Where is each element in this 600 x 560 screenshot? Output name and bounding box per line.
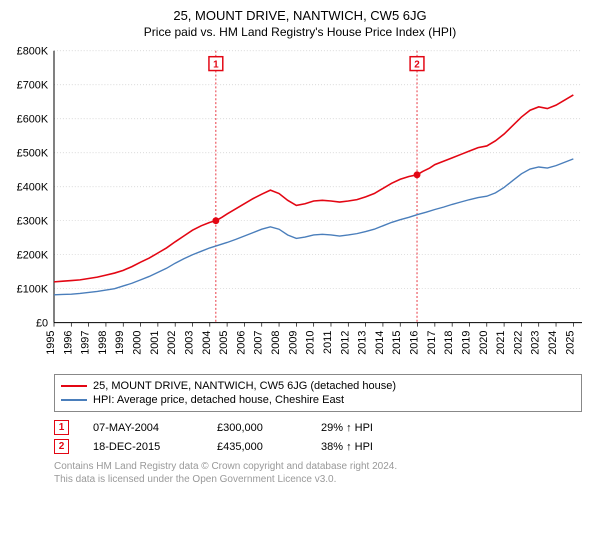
transaction-date: 07-MAY-2004 [93, 422, 193, 434]
xtick-label: 2018 [443, 331, 455, 355]
chart-subtitle: Price paid vs. HM Land Registry's House … [8, 25, 592, 39]
xtick-label: 2003 [183, 331, 195, 355]
xtick-label: 2016 [409, 331, 421, 355]
ytick-label: £700K [17, 80, 49, 92]
chart-title: 25, MOUNT DRIVE, NANTWICH, CW5 6JG [8, 8, 592, 23]
xtick-label: 1997 [80, 331, 92, 355]
xtick-label: 2002 [166, 331, 178, 355]
xtick-label: 2001 [149, 331, 161, 355]
xtick-label: 2015 [391, 331, 403, 355]
footer-line: Contains HM Land Registry data © Crown c… [54, 460, 582, 473]
xtick-label: 2013 [357, 331, 369, 355]
legend-swatch [61, 399, 87, 401]
ytick-label: £300K [17, 216, 49, 228]
xtick-label: 2014 [374, 331, 386, 355]
xtick-label: 2023 [530, 331, 542, 355]
xtick-label: 2017 [426, 331, 438, 355]
transaction-price: £300,000 [217, 422, 297, 434]
xtick-label: 2024 [547, 331, 559, 355]
transaction-marker-number: 2 [414, 60, 420, 71]
chart-area: £0£100K£200K£300K£400K£500K£600K£700K£80… [54, 49, 582, 364]
ytick-label: £0 [36, 318, 48, 330]
ytick-label: £200K [17, 250, 49, 262]
xtick-label: 2007 [253, 331, 265, 355]
xtick-label: 2025 [564, 331, 576, 355]
xtick-label: 2010 [305, 331, 317, 355]
series-property [54, 95, 573, 282]
legend-row: HPI: Average price, detached house, Ches… [61, 393, 575, 407]
xtick-label: 2008 [270, 331, 282, 355]
transaction-marker-number: 1 [213, 60, 219, 71]
xtick-label: 1996 [62, 331, 74, 355]
xtick-label: 1998 [97, 331, 109, 355]
transaction-date: 18-DEC-2015 [93, 441, 193, 453]
ytick-label: £800K [17, 46, 49, 58]
legend-label: HPI: Average price, detached house, Ches… [93, 394, 344, 406]
xtick-label: 1995 [45, 331, 57, 355]
xtick-label: 2020 [478, 331, 490, 355]
footer-line: This data is licensed under the Open Gov… [54, 473, 582, 486]
ytick-label: £600K [17, 114, 49, 126]
transaction-hpi: 38% ↑ HPI [321, 441, 411, 453]
legend-swatch [61, 385, 87, 387]
xtick-label: 1999 [114, 331, 126, 355]
xtick-label: 2009 [287, 331, 299, 355]
transaction-dot [414, 171, 421, 178]
transaction-row: 1 07-MAY-2004 £300,000 29% ↑ HPI [54, 418, 582, 437]
xtick-label: 2021 [495, 331, 507, 355]
transaction-row: 2 18-DEC-2015 £435,000 38% ↑ HPI [54, 437, 582, 456]
transaction-hpi: 29% ↑ HPI [321, 422, 411, 434]
transaction-price: £435,000 [217, 441, 297, 453]
xtick-label: 2000 [132, 331, 144, 355]
legend-box: 25, MOUNT DRIVE, NANTWICH, CW5 6JG (deta… [54, 374, 582, 412]
xtick-label: 2011 [322, 331, 334, 354]
transaction-dot [212, 217, 219, 224]
ytick-label: £500K [17, 148, 49, 160]
chart-container: 25, MOUNT DRIVE, NANTWICH, CW5 6JG Price… [0, 0, 600, 490]
ytick-label: £400K [17, 182, 49, 194]
xtick-label: 2004 [201, 331, 213, 355]
transaction-marker: 2 [54, 439, 69, 454]
xtick-label: 2006 [235, 331, 247, 355]
series-hpi [54, 159, 573, 295]
chart-svg: £0£100K£200K£300K£400K£500K£600K£700K£80… [54, 49, 582, 364]
transaction-marker: 1 [54, 420, 69, 435]
xtick-label: 2012 [339, 331, 351, 355]
xtick-label: 2022 [512, 331, 524, 355]
legend-row: 25, MOUNT DRIVE, NANTWICH, CW5 6JG (deta… [61, 379, 575, 393]
transactions-table: 1 07-MAY-2004 £300,000 29% ↑ HPI 2 18-DEC-201… [54, 418, 582, 456]
legend-label: 25, MOUNT DRIVE, NANTWICH, CW5 6JG (deta… [93, 380, 396, 392]
ytick-label: £100K [17, 284, 49, 296]
xtick-label: 2019 [460, 331, 472, 355]
xtick-label: 2005 [218, 331, 230, 355]
chart-footer: Contains HM Land Registry data © Crown c… [54, 460, 582, 486]
